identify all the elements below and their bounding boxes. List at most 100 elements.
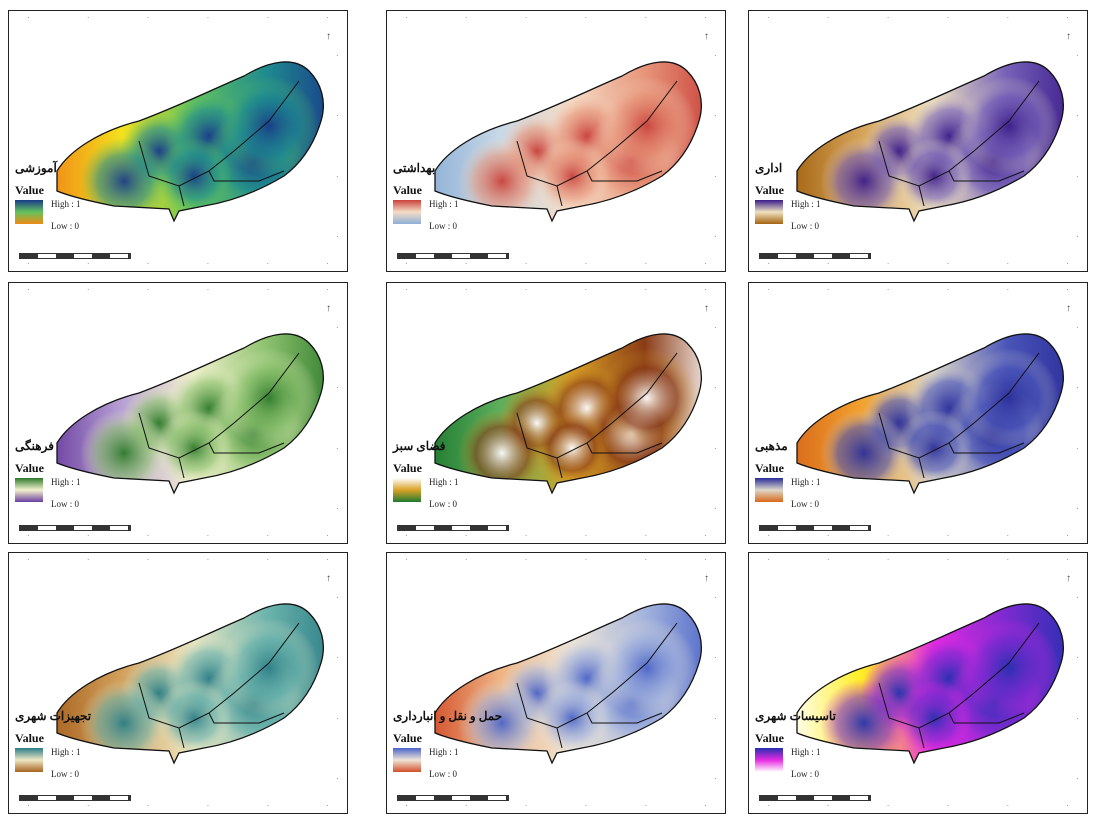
district-boundaries: [556, 712, 663, 749]
legend-title: Value: [15, 183, 44, 197]
legend-color-ramp: [755, 478, 783, 502]
layer-label: آموزشی: [15, 161, 57, 175]
top-coordinate-ticks: · · · · · ·: [767, 285, 1069, 294]
bottom-coordinate-ticks: · · · · · ·: [405, 531, 707, 540]
study-area-fill: [57, 333, 324, 494]
study-area-fill: [57, 61, 324, 222]
map-panel: · · · · · · · · · · · · · · · · ↑: [748, 10, 1088, 272]
right-coordinate-ticks: · · · ·: [714, 593, 717, 783]
legend-title: Value: [755, 461, 784, 475]
interpolation-surface: [796, 333, 1064, 495]
study-area-fill: [435, 333, 702, 494]
top-coordinate-ticks: · · · · · ·: [405, 13, 707, 22]
layer-label: حمل و نقل و انبارداری: [393, 709, 503, 723]
district-boundaries: [178, 170, 285, 207]
right-coordinate-ticks: · · · ·: [336, 323, 339, 513]
legend-color-ramp: [393, 200, 421, 224]
legend: Value High : 1 Low : 0: [393, 461, 459, 509]
legend-title: Value: [15, 731, 44, 745]
study-area-fill: [435, 603, 702, 764]
bottom-coordinate-ticks: · · · · · ·: [767, 801, 1069, 810]
legend-low-label: Low : 0: [791, 221, 819, 231]
legend: Value High : 1 Low : 0: [393, 731, 459, 779]
map-panel: · · · · · · · · · · · · · · · · ↑: [748, 282, 1088, 544]
legend-color-ramp: [755, 748, 783, 772]
legend-high-label: High : 1: [429, 477, 459, 487]
north-arrow-icon: ↑: [704, 573, 709, 584]
layer-label: تاسیسات شهری: [755, 709, 836, 723]
north-arrow-icon: ↑: [704, 303, 709, 314]
legend-low-label: Low : 0: [51, 221, 79, 231]
study-area-fill: [797, 61, 1064, 222]
scale-bar: [759, 525, 871, 531]
north-arrow-icon: ↑: [1066, 573, 1071, 584]
study-area-fill: [797, 333, 1064, 494]
district-boundaries: [178, 442, 285, 479]
north-arrow-icon: ↑: [326, 573, 331, 584]
bottom-coordinate-ticks: · · · · · ·: [27, 801, 329, 810]
scale-bar: [759, 253, 871, 259]
legend-low-label: Low : 0: [791, 769, 819, 779]
legend-title: Value: [15, 461, 44, 475]
legend: Value High : 1 Low : 0: [755, 461, 821, 509]
layer-label: اداری: [755, 161, 783, 175]
legend: Value High : 1 Low : 0: [755, 183, 821, 231]
layer-label: مذهبی: [755, 439, 788, 453]
study-area-boundary: [434, 61, 702, 223]
legend: Value High : 1 Low : 0: [15, 731, 81, 779]
district-boundaries: [918, 170, 1025, 207]
top-coordinate-ticks: · · · · · ·: [405, 555, 707, 564]
layer-label: تجهیزات شهری: [15, 709, 92, 723]
right-coordinate-ticks: · · · ·: [1076, 323, 1079, 513]
map-panel: · · · · · · · · · · · · · · · · ↑: [8, 10, 348, 272]
top-coordinate-ticks: · · · · · ·: [27, 13, 329, 22]
map-panel: · · · · · · · · · · · · · · · · ↑: [8, 282, 348, 544]
legend-title: Value: [755, 731, 784, 745]
right-coordinate-ticks: · · · ·: [1076, 593, 1079, 783]
legend-high-label: High : 1: [51, 477, 81, 487]
top-coordinate-ticks: · · · · · ·: [27, 285, 329, 294]
north-arrow-icon: ↑: [326, 31, 331, 42]
study-area-boundary: [796, 603, 1064, 765]
legend-color-ramp: [393, 748, 421, 772]
legend-low-label: Low : 0: [791, 499, 819, 509]
legend-title: Value: [755, 183, 784, 197]
district-boundaries: [918, 442, 1025, 479]
scale-bar: [19, 253, 131, 259]
right-coordinate-ticks: · · · ·: [336, 593, 339, 783]
map-panel: · · · · · · · · · · · · · · · · ↑: [748, 552, 1088, 814]
legend: Value High : 1 Low : 0: [15, 183, 81, 231]
district-boundaries: [556, 442, 663, 479]
bottom-coordinate-ticks: · · · · · ·: [405, 259, 707, 268]
legend-title: Value: [393, 731, 422, 745]
legend-color-ramp: [755, 200, 783, 224]
bottom-coordinate-ticks: · · · · · ·: [405, 801, 707, 810]
legend-color-ramp: [15, 200, 43, 224]
layer-label: فرهنگی: [15, 439, 54, 453]
bottom-coordinate-ticks: · · · · · ·: [767, 259, 1069, 268]
legend-high-label: High : 1: [51, 199, 81, 209]
legend-color-ramp: [15, 478, 43, 502]
north-arrow-icon: ↑: [704, 31, 709, 42]
right-coordinate-ticks: · · · ·: [714, 323, 717, 513]
top-coordinate-ticks: · · · · · ·: [405, 285, 707, 294]
study-area-boundary: [56, 61, 324, 223]
legend-high-label: High : 1: [429, 747, 459, 757]
interpolation-surface: [796, 603, 1064, 765]
scale-bar: [19, 795, 131, 801]
interpolation-surface: [434, 333, 702, 495]
legend-color-ramp: [15, 748, 43, 772]
legend-low-label: Low : 0: [429, 769, 457, 779]
study-area-boundary: [796, 333, 1064, 495]
top-coordinate-ticks: · · · · · ·: [767, 13, 1069, 22]
legend-high-label: High : 1: [791, 477, 821, 487]
legend-high-label: High : 1: [51, 747, 81, 757]
right-coordinate-ticks: · · · ·: [714, 51, 717, 241]
study-area-fill: [57, 603, 324, 764]
study-area-boundary: [56, 603, 324, 765]
district-boundaries: [178, 712, 285, 749]
scale-bar: [397, 795, 509, 801]
interpolation-surface: [434, 61, 702, 223]
top-coordinate-ticks: · · · · · ·: [27, 555, 329, 564]
